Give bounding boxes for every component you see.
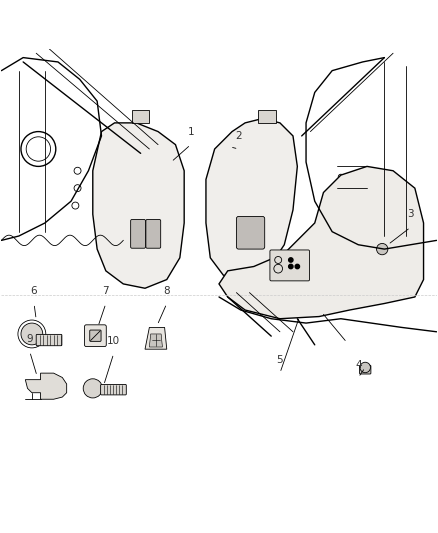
Circle shape (289, 264, 293, 269)
Polygon shape (93, 123, 184, 288)
Text: 4: 4 (355, 360, 362, 370)
Circle shape (289, 258, 293, 262)
FancyBboxPatch shape (36, 334, 62, 346)
Text: 2: 2 (235, 131, 242, 141)
Text: 9: 9 (26, 334, 33, 344)
Circle shape (295, 264, 300, 269)
Text: 8: 8 (163, 286, 170, 296)
FancyBboxPatch shape (360, 365, 371, 374)
Polygon shape (145, 327, 167, 349)
Circle shape (377, 244, 388, 255)
FancyBboxPatch shape (146, 220, 161, 248)
Polygon shape (149, 334, 162, 347)
Polygon shape (132, 110, 149, 123)
Polygon shape (258, 110, 276, 123)
FancyBboxPatch shape (237, 216, 265, 249)
Text: 5: 5 (277, 356, 283, 365)
Polygon shape (219, 166, 424, 319)
FancyBboxPatch shape (331, 192, 341, 206)
FancyBboxPatch shape (101, 384, 126, 395)
Circle shape (21, 323, 43, 345)
FancyBboxPatch shape (270, 250, 310, 281)
Text: 7: 7 (102, 286, 109, 296)
Text: 10: 10 (107, 336, 120, 346)
FancyBboxPatch shape (85, 325, 106, 346)
Text: 6: 6 (31, 286, 37, 296)
Polygon shape (25, 373, 67, 399)
Polygon shape (206, 118, 297, 279)
Text: 3: 3 (407, 209, 414, 220)
Circle shape (83, 379, 102, 398)
Circle shape (360, 362, 371, 373)
FancyBboxPatch shape (90, 330, 101, 341)
FancyBboxPatch shape (131, 220, 145, 248)
Text: 1: 1 (187, 127, 194, 137)
